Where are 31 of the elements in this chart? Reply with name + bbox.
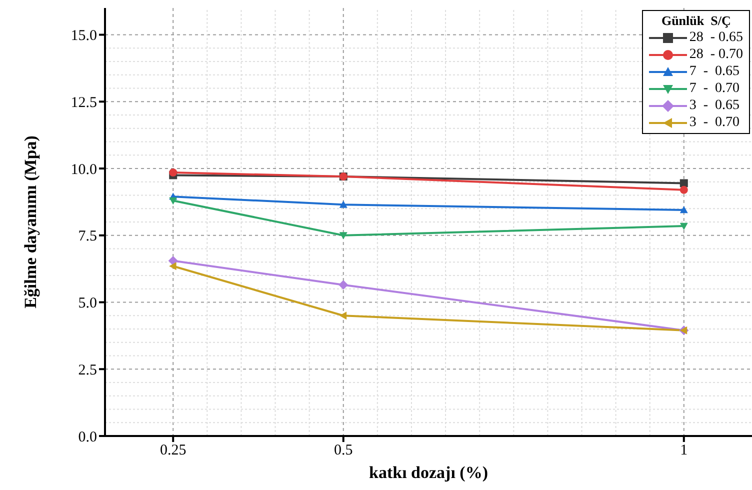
y-tick-label: 10.0 <box>70 162 97 178</box>
y-tick-label: 7.5 <box>78 228 97 245</box>
point <box>680 186 688 194</box>
point <box>169 262 176 270</box>
point <box>339 200 348 208</box>
legend-label: 7 - 0.70 <box>689 80 740 96</box>
y-axis-title: Eğilme dayanımı (Mpa) <box>21 136 40 308</box>
legend-label: 3 - 0.65 <box>689 98 740 114</box>
point <box>680 222 688 230</box>
y-tick-label: 0.0 <box>78 429 97 446</box>
point <box>680 179 688 188</box>
point <box>339 312 347 320</box>
legend-label: 3 - 0.70 <box>689 114 740 130</box>
legend-label: 28 - 0.65 <box>689 30 743 46</box>
point <box>680 206 688 214</box>
legend-title: Günlük S/Ç <box>660 13 732 29</box>
x-axis-title: katkı dozajı (%) <box>369 463 488 482</box>
x-tick-label: 1 <box>680 442 688 459</box>
x-tick-label: 0.5 <box>334 442 353 459</box>
point <box>338 280 348 290</box>
legend-label: 7 - 0.65 <box>689 64 740 80</box>
point <box>169 197 178 205</box>
y-tick-label: 5.0 <box>78 296 97 312</box>
y-tick-label: 2.5 <box>78 362 97 378</box>
x-tick-label: 0.25 <box>160 442 186 459</box>
point <box>339 232 348 240</box>
point <box>168 256 178 266</box>
y-tick-label: 12.5 <box>70 94 97 111</box>
legend-label: 28 - 0.70 <box>689 46 743 62</box>
point <box>169 168 178 177</box>
y-tick-label: 15.0 <box>70 28 97 44</box>
